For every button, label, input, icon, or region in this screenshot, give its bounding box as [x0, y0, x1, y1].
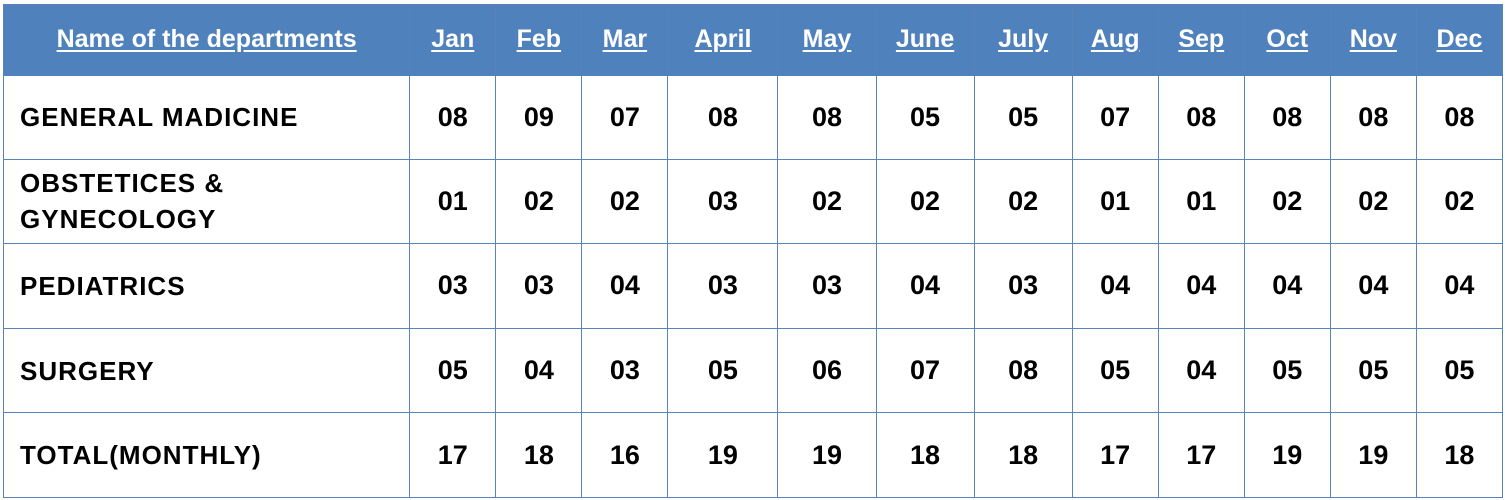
month-value: 01	[409, 158, 497, 245]
total-value: 18	[875, 412, 975, 498]
total-value: 17	[1157, 412, 1245, 498]
department-name: SURGERY	[2, 327, 411, 414]
total-value: 19	[667, 412, 779, 498]
month-value: 03	[667, 243, 779, 329]
month-value: 05	[667, 327, 779, 414]
table-row: SURGERY 05 04 03 05 06 07 08 05 04 05 05…	[2, 327, 1504, 414]
header-month: June	[875, 4, 975, 75]
header-department-name: Name of the departments	[2, 4, 411, 75]
header-month: May	[777, 4, 877, 75]
month-value: 04	[495, 327, 583, 414]
month-value: 04	[1243, 243, 1331, 329]
table-row: PEDIATRICS 03 03 04 03 03 04 03 04 04 04…	[2, 243, 1504, 329]
month-value: 05	[875, 73, 975, 160]
month-value: 08	[1415, 73, 1504, 160]
month-value: 05	[409, 327, 497, 414]
table-row: GENERAL MADICINE 08 09 07 08 08 05 05 07…	[2, 73, 1504, 160]
month-value: 03	[667, 158, 779, 245]
department-name: OBSTETICES & GYNECOLOGY	[2, 158, 411, 245]
month-value: 02	[875, 158, 975, 245]
month-value: 04	[1329, 243, 1417, 329]
header-month: April	[667, 4, 779, 75]
month-value: 02	[973, 158, 1073, 245]
month-value: 09	[495, 73, 583, 160]
table-row: OBSTETICES & GYNECOLOGY 01 02 02 03 02 0…	[2, 158, 1504, 245]
header-month: Sep	[1157, 4, 1245, 75]
total-label: TOTAL(MONTHLY)	[2, 412, 411, 498]
header-month: Oct	[1243, 4, 1331, 75]
month-value: 07	[1071, 73, 1159, 160]
month-value: 05	[1243, 327, 1331, 414]
header-month: Nov	[1329, 4, 1417, 75]
month-value: 08	[667, 73, 779, 160]
month-value: 02	[495, 158, 583, 245]
month-value: 01	[1157, 158, 1245, 245]
month-value: 03	[581, 327, 669, 414]
month-value: 03	[973, 243, 1073, 329]
month-value: 04	[1071, 243, 1159, 329]
month-value: 07	[581, 73, 669, 160]
month-value: 04	[581, 243, 669, 329]
month-value: 05	[1071, 327, 1159, 414]
month-value: 08	[409, 73, 497, 160]
month-value: 08	[1243, 73, 1331, 160]
header-month: Mar	[581, 4, 669, 75]
department-table-container: Name of the departments Jan Feb Mar Apri…	[2, 4, 1504, 498]
month-value: 03	[409, 243, 497, 329]
header-month: Feb	[495, 4, 583, 75]
header-month: Dec	[1415, 4, 1504, 75]
month-value: 02	[1243, 158, 1331, 245]
department-name: GENERAL MADICINE	[2, 73, 411, 160]
total-value: 18	[1415, 412, 1504, 498]
month-value: 02	[1415, 158, 1504, 245]
month-value: 08	[1157, 73, 1245, 160]
month-value: 02	[1329, 158, 1417, 245]
total-value: 19	[1329, 412, 1417, 498]
month-value: 04	[875, 243, 975, 329]
month-value: 05	[1415, 327, 1504, 414]
month-value: 05	[973, 73, 1073, 160]
total-value: 17	[409, 412, 497, 498]
month-value: 08	[1329, 73, 1417, 160]
header-month: Aug	[1071, 4, 1159, 75]
total-value: 19	[777, 412, 877, 498]
total-value: 16	[581, 412, 669, 498]
month-value: 03	[495, 243, 583, 329]
department-monthly-table: Name of the departments Jan Feb Mar Apri…	[2, 4, 1504, 498]
month-value: 02	[581, 158, 669, 245]
month-value: 04	[1415, 243, 1504, 329]
month-value: 01	[1071, 158, 1159, 245]
total-value: 18	[973, 412, 1073, 498]
total-value: 18	[495, 412, 583, 498]
header-month: July	[973, 4, 1073, 75]
total-row: TOTAL(MONTHLY) 17 18 16 19 19 18 18 17 1…	[2, 412, 1504, 498]
month-value: 04	[1157, 243, 1245, 329]
total-value: 19	[1243, 412, 1331, 498]
month-value: 05	[1329, 327, 1417, 414]
month-value: 07	[875, 327, 975, 414]
total-value: 17	[1071, 412, 1159, 498]
header-row: Name of the departments Jan Feb Mar Apri…	[2, 4, 1504, 75]
month-value: 03	[777, 243, 877, 329]
month-value: 02	[777, 158, 877, 245]
month-value: 04	[1157, 327, 1245, 414]
month-value: 06	[777, 327, 877, 414]
department-name: PEDIATRICS	[2, 243, 411, 329]
header-month: Jan	[409, 4, 497, 75]
month-value: 08	[973, 327, 1073, 414]
month-value: 08	[777, 73, 877, 160]
